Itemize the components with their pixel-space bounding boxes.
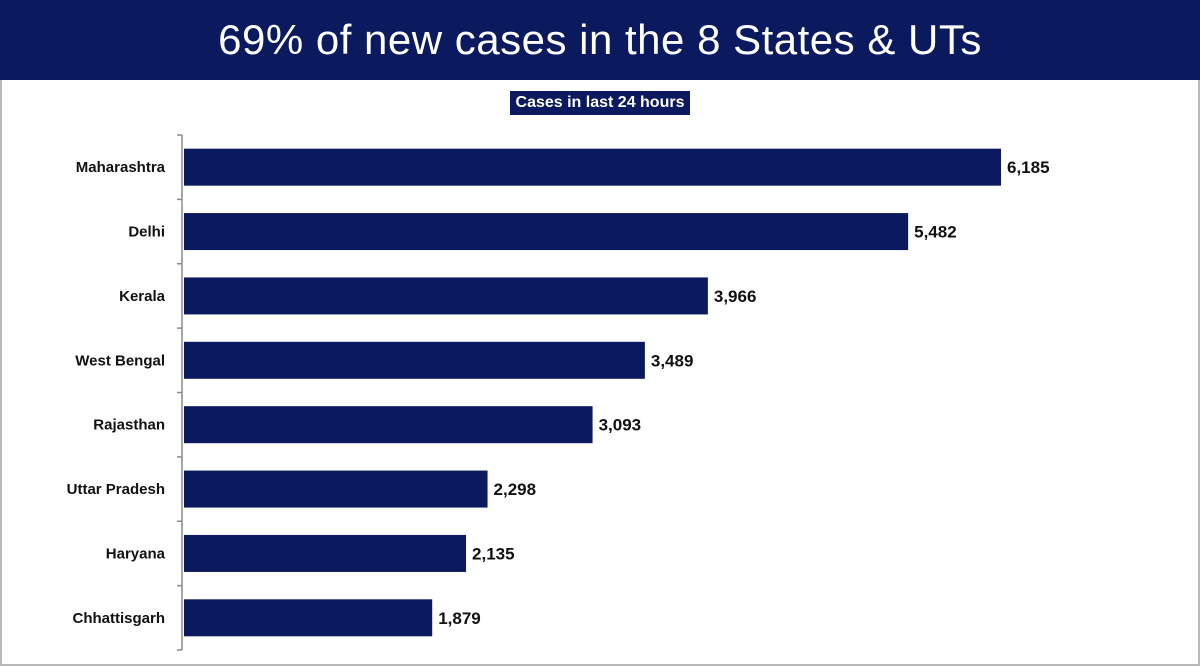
data-label: 3,093 xyxy=(599,416,642,435)
bar xyxy=(184,406,593,444)
bar xyxy=(184,599,433,637)
bar xyxy=(184,341,645,379)
chart-subtitle: Cases in last 24 hours xyxy=(509,91,691,115)
category-label: Haryana xyxy=(106,545,166,562)
category-label: Uttar Pradesh xyxy=(67,481,165,498)
data-label: 2,135 xyxy=(472,544,515,563)
category-label: Maharashtra xyxy=(76,159,166,176)
category-label: Rajasthan xyxy=(93,417,165,434)
category-label: Delhi xyxy=(128,224,165,241)
data-label: 6,185 xyxy=(1007,158,1050,177)
data-label: 5,482 xyxy=(914,223,957,242)
page-title: 69% of new cases in the 8 States & UTs xyxy=(218,16,982,63)
title-banner: 69% of new cases in the 8 States & UTs xyxy=(0,0,1200,80)
category-label: Chhattisgarh xyxy=(72,610,165,627)
data-label: 1,879 xyxy=(438,609,481,628)
data-label: 3,489 xyxy=(651,351,694,370)
data-label: 2,298 xyxy=(494,480,537,499)
bar xyxy=(184,213,909,251)
bar xyxy=(184,148,1001,186)
bar xyxy=(184,470,488,508)
bar xyxy=(184,534,467,572)
chart-subtitle-box: Cases in last 24 hours xyxy=(0,91,1200,115)
bar xyxy=(184,277,708,315)
data-label: 3,966 xyxy=(714,287,757,306)
category-label: West Bengal xyxy=(75,352,165,369)
category-label: Kerala xyxy=(119,288,166,305)
